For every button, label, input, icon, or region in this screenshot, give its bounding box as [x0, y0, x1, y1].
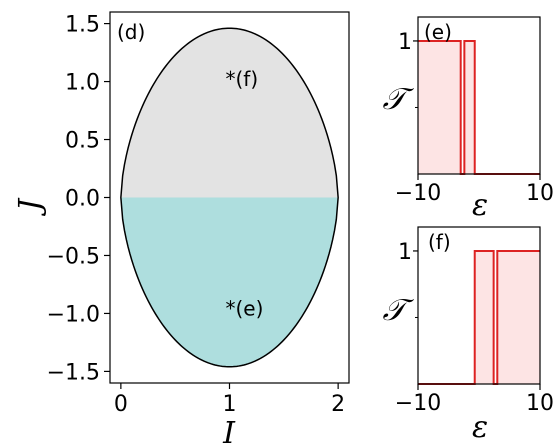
y-tick-label: −1.5: [47, 360, 100, 385]
x-tick-label: 1: [223, 392, 237, 417]
transmission-fill-e: [418, 40, 540, 175]
panel-d-xlabel: I: [222, 416, 236, 447]
panel-f: −10 10 1 (f) ε 𝒯: [383, 226, 554, 445]
x-tick-label: 2: [331, 392, 345, 417]
y-tick-label: 1: [398, 240, 412, 265]
panel-f-label: (f): [428, 230, 451, 254]
panel-d: 0 1 2 1.5 1.0 0.5 0.0 −0.5 −1.0 −1.5 *(f) *(e) (d…: [13, 11, 350, 447]
y-tick-label: 1.0: [65, 71, 100, 96]
y-tick-label: 1.5: [65, 13, 100, 38]
point-annotation: *(f): [226, 67, 259, 91]
y-tick-label: −0.5: [47, 244, 100, 269]
transmission-fill-f: [418, 250, 540, 384]
upper-region: [120, 28, 339, 198]
panel-e-xlabel: ε: [472, 188, 488, 223]
y-tick-label: 1: [398, 30, 412, 55]
x-tick-label: −10: [395, 391, 441, 416]
panel-d-ylabel: J: [13, 197, 48, 217]
point-annotation: *(e): [226, 297, 264, 321]
panel-d-label: (d): [117, 20, 145, 44]
x-tick-label: −10: [395, 181, 441, 206]
panel-f-ylabel: 𝒯: [383, 293, 415, 328]
y-tick-label: 0.0: [65, 187, 100, 212]
panel-e-ylabel: 𝒯: [383, 82, 415, 117]
x-tick-label: 0: [114, 392, 128, 417]
transmission-line-e: [418, 39, 540, 175]
y-tick-label: −1.0: [47, 302, 100, 327]
panel-f-xlabel: ε: [472, 410, 488, 445]
panel-f-frame: [417, 226, 541, 385]
panel-e-label: (e): [424, 20, 452, 44]
panel-e: −10 10 1 (e) ε 𝒯: [383, 16, 554, 223]
x-tick-label: 10: [526, 391, 554, 416]
boundary-curve: [120, 27, 339, 368]
transmission-line-f: [418, 249, 540, 385]
x-tick-label: 10: [526, 181, 554, 206]
y-tick-label: 0.5: [65, 129, 100, 154]
lower-region: [120, 197, 339, 367]
panel-e-frame: [417, 16, 541, 175]
